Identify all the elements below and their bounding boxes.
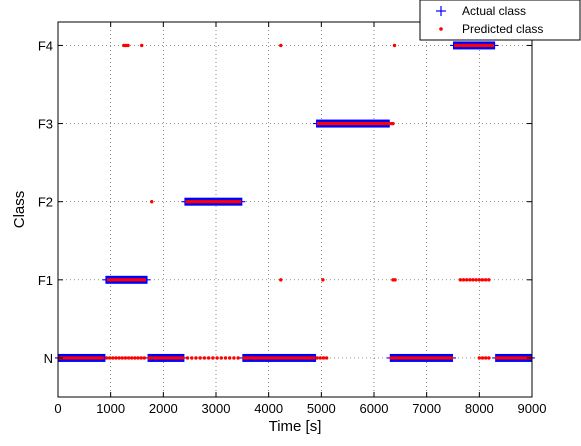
predicted-class-point — [126, 356, 131, 360]
predicted-class-point — [232, 356, 236, 360]
predicted-class-point — [321, 278, 325, 282]
predicted-class-point — [126, 43, 130, 48]
predicted-class-point — [318, 356, 322, 360]
predicted-class-point — [480, 356, 485, 360]
predicted-class-segment — [242, 356, 316, 360]
predicted-class-point — [393, 278, 397, 282]
x-tick-label: 3000 — [202, 401, 231, 416]
y-tick-label: F2 — [38, 195, 53, 210]
predicted-class-point — [215, 356, 219, 360]
predicted-class-point — [471, 278, 475, 282]
x-tick-label: 7000 — [412, 401, 441, 416]
predicted-class-point — [202, 356, 207, 360]
predicted-class-point — [487, 278, 491, 282]
y-tick-label: F1 — [38, 273, 53, 288]
predicted-class-point — [391, 121, 395, 126]
predicted-class-point — [315, 356, 319, 360]
predicted-class-point — [190, 356, 194, 360]
predicted-class-point — [236, 356, 240, 360]
plot-frame — [57, 21, 533, 398]
x-tick-label: 0 — [54, 401, 61, 416]
predicted-class-point — [487, 356, 491, 360]
y-tick-label: F4 — [38, 38, 53, 53]
x-tick-label: 1000 — [96, 401, 125, 416]
predicted-class-point — [458, 278, 463, 282]
predicted-class-point — [142, 356, 147, 360]
predicted-class-point — [211, 356, 215, 360]
legend-marker-actual — [436, 6, 446, 16]
x-tick-label: 5000 — [307, 401, 336, 416]
predicted-class-segment — [495, 356, 532, 360]
y-tick-label: F3 — [38, 117, 53, 132]
predicted-class-point — [227, 356, 232, 360]
predicted-class-point — [117, 356, 121, 360]
y-tick-label: N — [44, 351, 53, 366]
x-tick-label: 6000 — [360, 401, 389, 416]
predicted-class-segment — [185, 200, 242, 204]
predicted-class-point — [468, 278, 472, 282]
y-axis-label: Class — [11, 191, 28, 229]
predicted-class-point — [194, 356, 198, 360]
predicted-class-series — [58, 43, 532, 360]
x-axis-label: Time [s] — [269, 418, 322, 435]
x-axis-ticks: 0 1000 2000 3000 4000 5000 6000 7000 8000 9000 — [54, 22, 546, 416]
predicted-class-point — [107, 356, 112, 360]
predicted-class-point — [321, 356, 326, 360]
predicted-class-point — [480, 278, 485, 282]
legend: Actual class Predicted class — [419, 0, 581, 41]
predicted-class-point — [474, 278, 478, 282]
predicted-class-point — [111, 356, 115, 360]
legend-box — [419, 0, 581, 41]
predicted-class-point — [198, 356, 202, 360]
predicted-class-segment — [454, 43, 495, 48]
predicted-class-point — [104, 356, 109, 360]
predicted-class-point — [114, 356, 118, 360]
predicted-class-point — [139, 356, 143, 360]
legend-dot — [439, 27, 443, 31]
predicted-class-point — [477, 356, 482, 360]
y-axis-ticks: N F1 F2 F3 F4 — [38, 38, 532, 366]
predicted-class-point — [324, 356, 329, 360]
predicted-class-segment — [147, 356, 185, 360]
x-tick-label: 2000 — [149, 401, 178, 416]
x-tick-label: 4000 — [254, 401, 283, 416]
predicted-class-point — [464, 278, 469, 282]
predicted-class-point — [483, 356, 488, 360]
predicted-class-point — [136, 356, 140, 360]
predicted-class-point — [461, 278, 466, 282]
legend-label-actual: Actual class — [462, 4, 526, 18]
predicted-class-point — [185, 356, 190, 360]
predicted-class-point — [483, 278, 488, 282]
x-tick-label: 9000 — [518, 401, 547, 416]
predicted-class-point — [223, 356, 228, 360]
predicted-class-point — [279, 278, 283, 282]
predicted-class-point — [133, 356, 137, 360]
predicted-class-point — [206, 356, 211, 360]
predicted-class-point — [219, 356, 223, 360]
predicted-class-segment — [317, 121, 390, 126]
predicted-class-point — [150, 199, 154, 204]
predicted-class-segment — [389, 356, 453, 360]
predicted-class-segment — [106, 278, 146, 282]
predicted-class-segment — [58, 356, 104, 360]
predicted-class-point — [123, 356, 128, 360]
legend-marker-predicted — [439, 27, 443, 31]
grid — [58, 22, 532, 397]
predicted-class-point — [120, 356, 124, 360]
predicted-class-point — [392, 43, 397, 48]
legend-label-predicted: Predicted class — [462, 22, 543, 36]
x-tick-label: 8000 — [465, 401, 494, 416]
predicted-class-point — [130, 356, 134, 360]
predicted-class-point — [140, 43, 144, 48]
predicted-class-point — [279, 43, 283, 48]
predicted-class-point — [477, 278, 482, 282]
